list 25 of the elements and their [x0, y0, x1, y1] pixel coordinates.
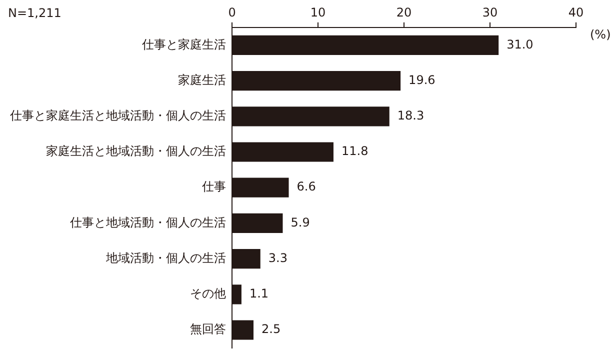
y-tick-label: 仕事 — [201, 180, 226, 194]
y-tick-label: 仕事と地域活動・個人の生活 — [69, 215, 226, 230]
data-label: 2.5 — [262, 322, 281, 336]
y-tick-label: 地域活動・個人の生活 — [105, 250, 226, 265]
data-label: 19.6 — [408, 72, 436, 87]
data-label: 31.0 — [506, 37, 534, 52]
y-tick-label: その他 — [190, 286, 226, 301]
text: N=1,211 — [8, 6, 62, 20]
x-tick-label: 10 — [310, 5, 326, 20]
x-tick-label: 0 — [228, 5, 236, 20]
x-tick-label: 30 — [482, 5, 498, 20]
y-tick-label: 仕事と家庭生活 — [141, 37, 226, 52]
x-axis-title: (%) — [590, 28, 611, 42]
data-label: 11.8 — [341, 144, 368, 158]
data-label: 6.6 — [296, 180, 316, 194]
y-tick-label: 無回答 — [190, 322, 226, 336]
data-label: 18.3 — [397, 108, 424, 123]
y-tick-label: 家庭生活 — [178, 72, 226, 87]
data-label: 3.3 — [268, 250, 288, 265]
x-tick-label: 40 — [568, 5, 584, 20]
y-tick-label: 家庭生活と地域活動・個人の生活 — [46, 144, 226, 158]
data-label: 1.1 — [249, 286, 269, 301]
x-tick-label: 20 — [396, 5, 412, 20]
y-tick-label: 仕事と家庭生活と地域活動・個人の生活 — [9, 108, 226, 123]
data-label: 5.9 — [290, 215, 310, 230]
